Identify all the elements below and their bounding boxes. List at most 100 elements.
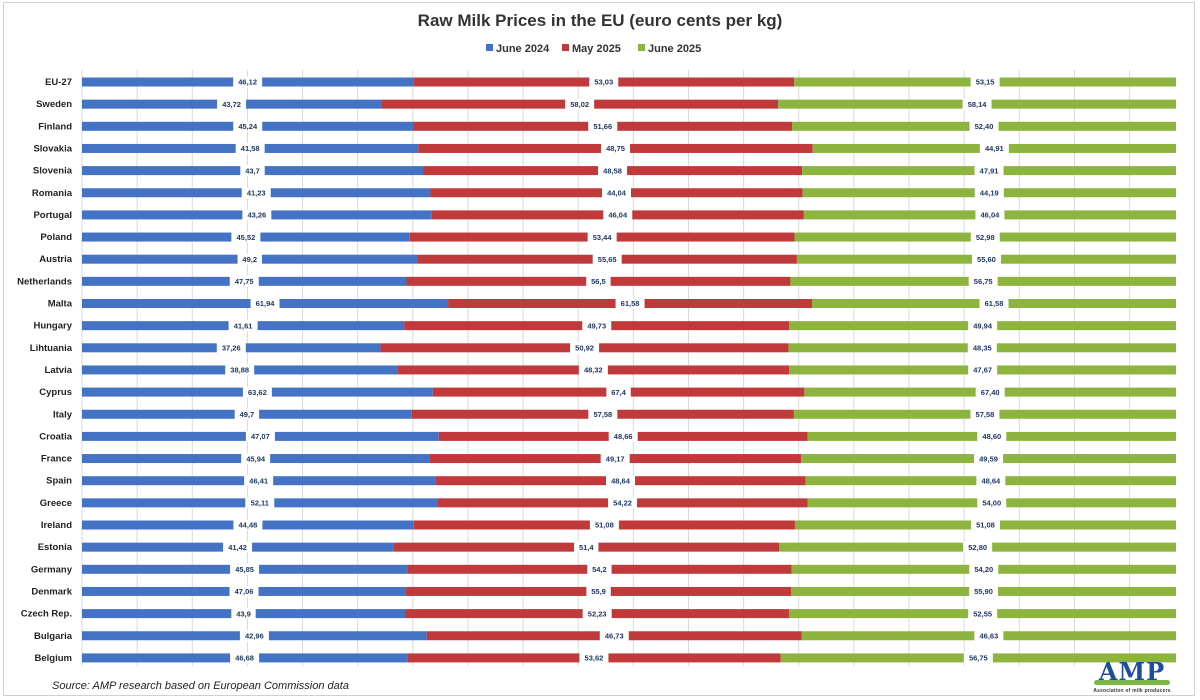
value-label: 56,75: [969, 654, 988, 663]
legend-swatch-2: [638, 44, 645, 51]
value-label: 51,66: [593, 122, 612, 131]
value-label-bg: [239, 630, 269, 642]
value-label-bg: [599, 630, 629, 642]
value-label: 44,48: [239, 521, 258, 530]
value-label: 52,11: [251, 499, 269, 508]
value-label-bg: [976, 475, 1006, 487]
value-label: 48,75: [606, 144, 625, 153]
value-label: 54,20: [974, 565, 993, 574]
value-label-bg: [608, 430, 638, 442]
value-label: 52,23: [588, 609, 607, 618]
value-label-bg: [963, 541, 993, 553]
value-label: 58,14: [968, 100, 988, 109]
value-label-bg: [968, 320, 998, 332]
category-label: Finland: [38, 121, 72, 132]
value-label-bg: [968, 608, 998, 620]
value-label-bg: [229, 275, 259, 287]
category-label: Hungary: [33, 321, 72, 332]
value-label: 48,64: [981, 476, 1001, 485]
value-label-bg: [586, 275, 611, 287]
category-label: Sweden: [36, 99, 72, 110]
legend-label-0: June 2024: [496, 43, 550, 55]
value-label-bg: [601, 142, 631, 154]
value-label: 52,55: [973, 609, 992, 618]
value-label-bg: [223, 541, 253, 553]
value-label: 49,17: [606, 454, 625, 463]
value-label: 48,64: [611, 476, 631, 485]
category-label: Belgium: [35, 653, 72, 664]
category-label: Germany: [31, 564, 73, 575]
value-label-bg: [217, 98, 247, 110]
value-label-bg: [975, 386, 1005, 398]
value-label-bg: [601, 187, 631, 199]
value-label-bg: [962, 98, 992, 110]
value-label-bg: [598, 165, 628, 177]
value-label-bg: [245, 430, 275, 442]
chart-title: Raw Milk Prices in the EU (euro cents pe…: [418, 11, 783, 30]
value-label: 49,7: [240, 410, 255, 419]
value-label: 56,75: [974, 277, 993, 286]
value-label-bg: [970, 231, 1000, 243]
value-label: 53,62: [585, 654, 604, 663]
value-label: 58,02: [570, 100, 589, 109]
value-label: 46,41: [249, 476, 268, 485]
value-label-bg: [587, 563, 612, 575]
legend-label-2: June 2025: [648, 43, 701, 55]
value-label-bg: [970, 408, 1000, 420]
category-label: Spain: [46, 476, 72, 487]
value-label-bg: [565, 98, 595, 110]
value-label: 44,91: [985, 144, 1004, 153]
category-label: Croatia: [39, 431, 72, 442]
value-label-bg: [600, 453, 630, 465]
value-label: 45,94: [246, 454, 266, 463]
value-label-bg: [233, 76, 263, 88]
category-label: Bulgaria: [34, 631, 73, 642]
value-label: 49,59: [979, 454, 998, 463]
value-label-bg: [582, 320, 612, 332]
logo-grass-shape: [1094, 680, 1170, 685]
value-label: 51,08: [976, 521, 995, 530]
value-label: 61,94: [256, 299, 276, 308]
value-label-bg: [216, 342, 246, 354]
value-label: 52,40: [975, 122, 994, 131]
value-label: 49,2: [242, 255, 257, 264]
value-label-bg: [974, 453, 1004, 465]
category-label: Austria: [39, 254, 72, 265]
source-note: Source: AMP research based on European C…: [52, 680, 349, 692]
value-label: 52,80: [968, 543, 987, 552]
value-label-bg: [979, 142, 1009, 154]
value-label: 51,08: [595, 521, 614, 530]
value-label-bg: [228, 320, 258, 332]
value-label-bg: [242, 209, 272, 221]
value-label-bg: [968, 364, 998, 376]
value-label-bg: [235, 142, 265, 154]
legend-label-1: May 2025: [572, 43, 621, 55]
category-label: Netherlands: [17, 276, 72, 287]
value-label-bg: [582, 608, 612, 620]
value-label-bg: [967, 342, 997, 354]
value-label-bg: [587, 231, 617, 243]
category-label: Slovenia: [33, 166, 73, 177]
value-label-bg: [974, 630, 1004, 642]
value-label: 61,58: [985, 299, 1004, 308]
value-label: 45,52: [236, 233, 255, 242]
value-label-bg: [225, 364, 255, 376]
category-label: France: [41, 454, 72, 465]
value-label-bg: [970, 519, 1000, 531]
value-label: 43,26: [247, 211, 266, 220]
value-label: 46,63: [980, 631, 999, 640]
value-label: 48,66: [614, 432, 633, 441]
logo-text: AMP: [1098, 657, 1166, 686]
value-label: 49,94: [973, 321, 993, 330]
value-label: 53,44: [593, 233, 613, 242]
value-label-bg: [977, 430, 1007, 442]
category-label: Italy: [53, 409, 73, 420]
value-label: 41,61: [234, 321, 253, 330]
value-label: 45,24: [238, 122, 258, 131]
value-label-bg: [242, 386, 272, 398]
value-label-bg: [579, 652, 609, 664]
value-label-bg: [234, 408, 260, 420]
value-label-bg: [241, 453, 271, 465]
value-label-bg: [615, 298, 645, 309]
value-label: 42,96: [245, 631, 264, 640]
